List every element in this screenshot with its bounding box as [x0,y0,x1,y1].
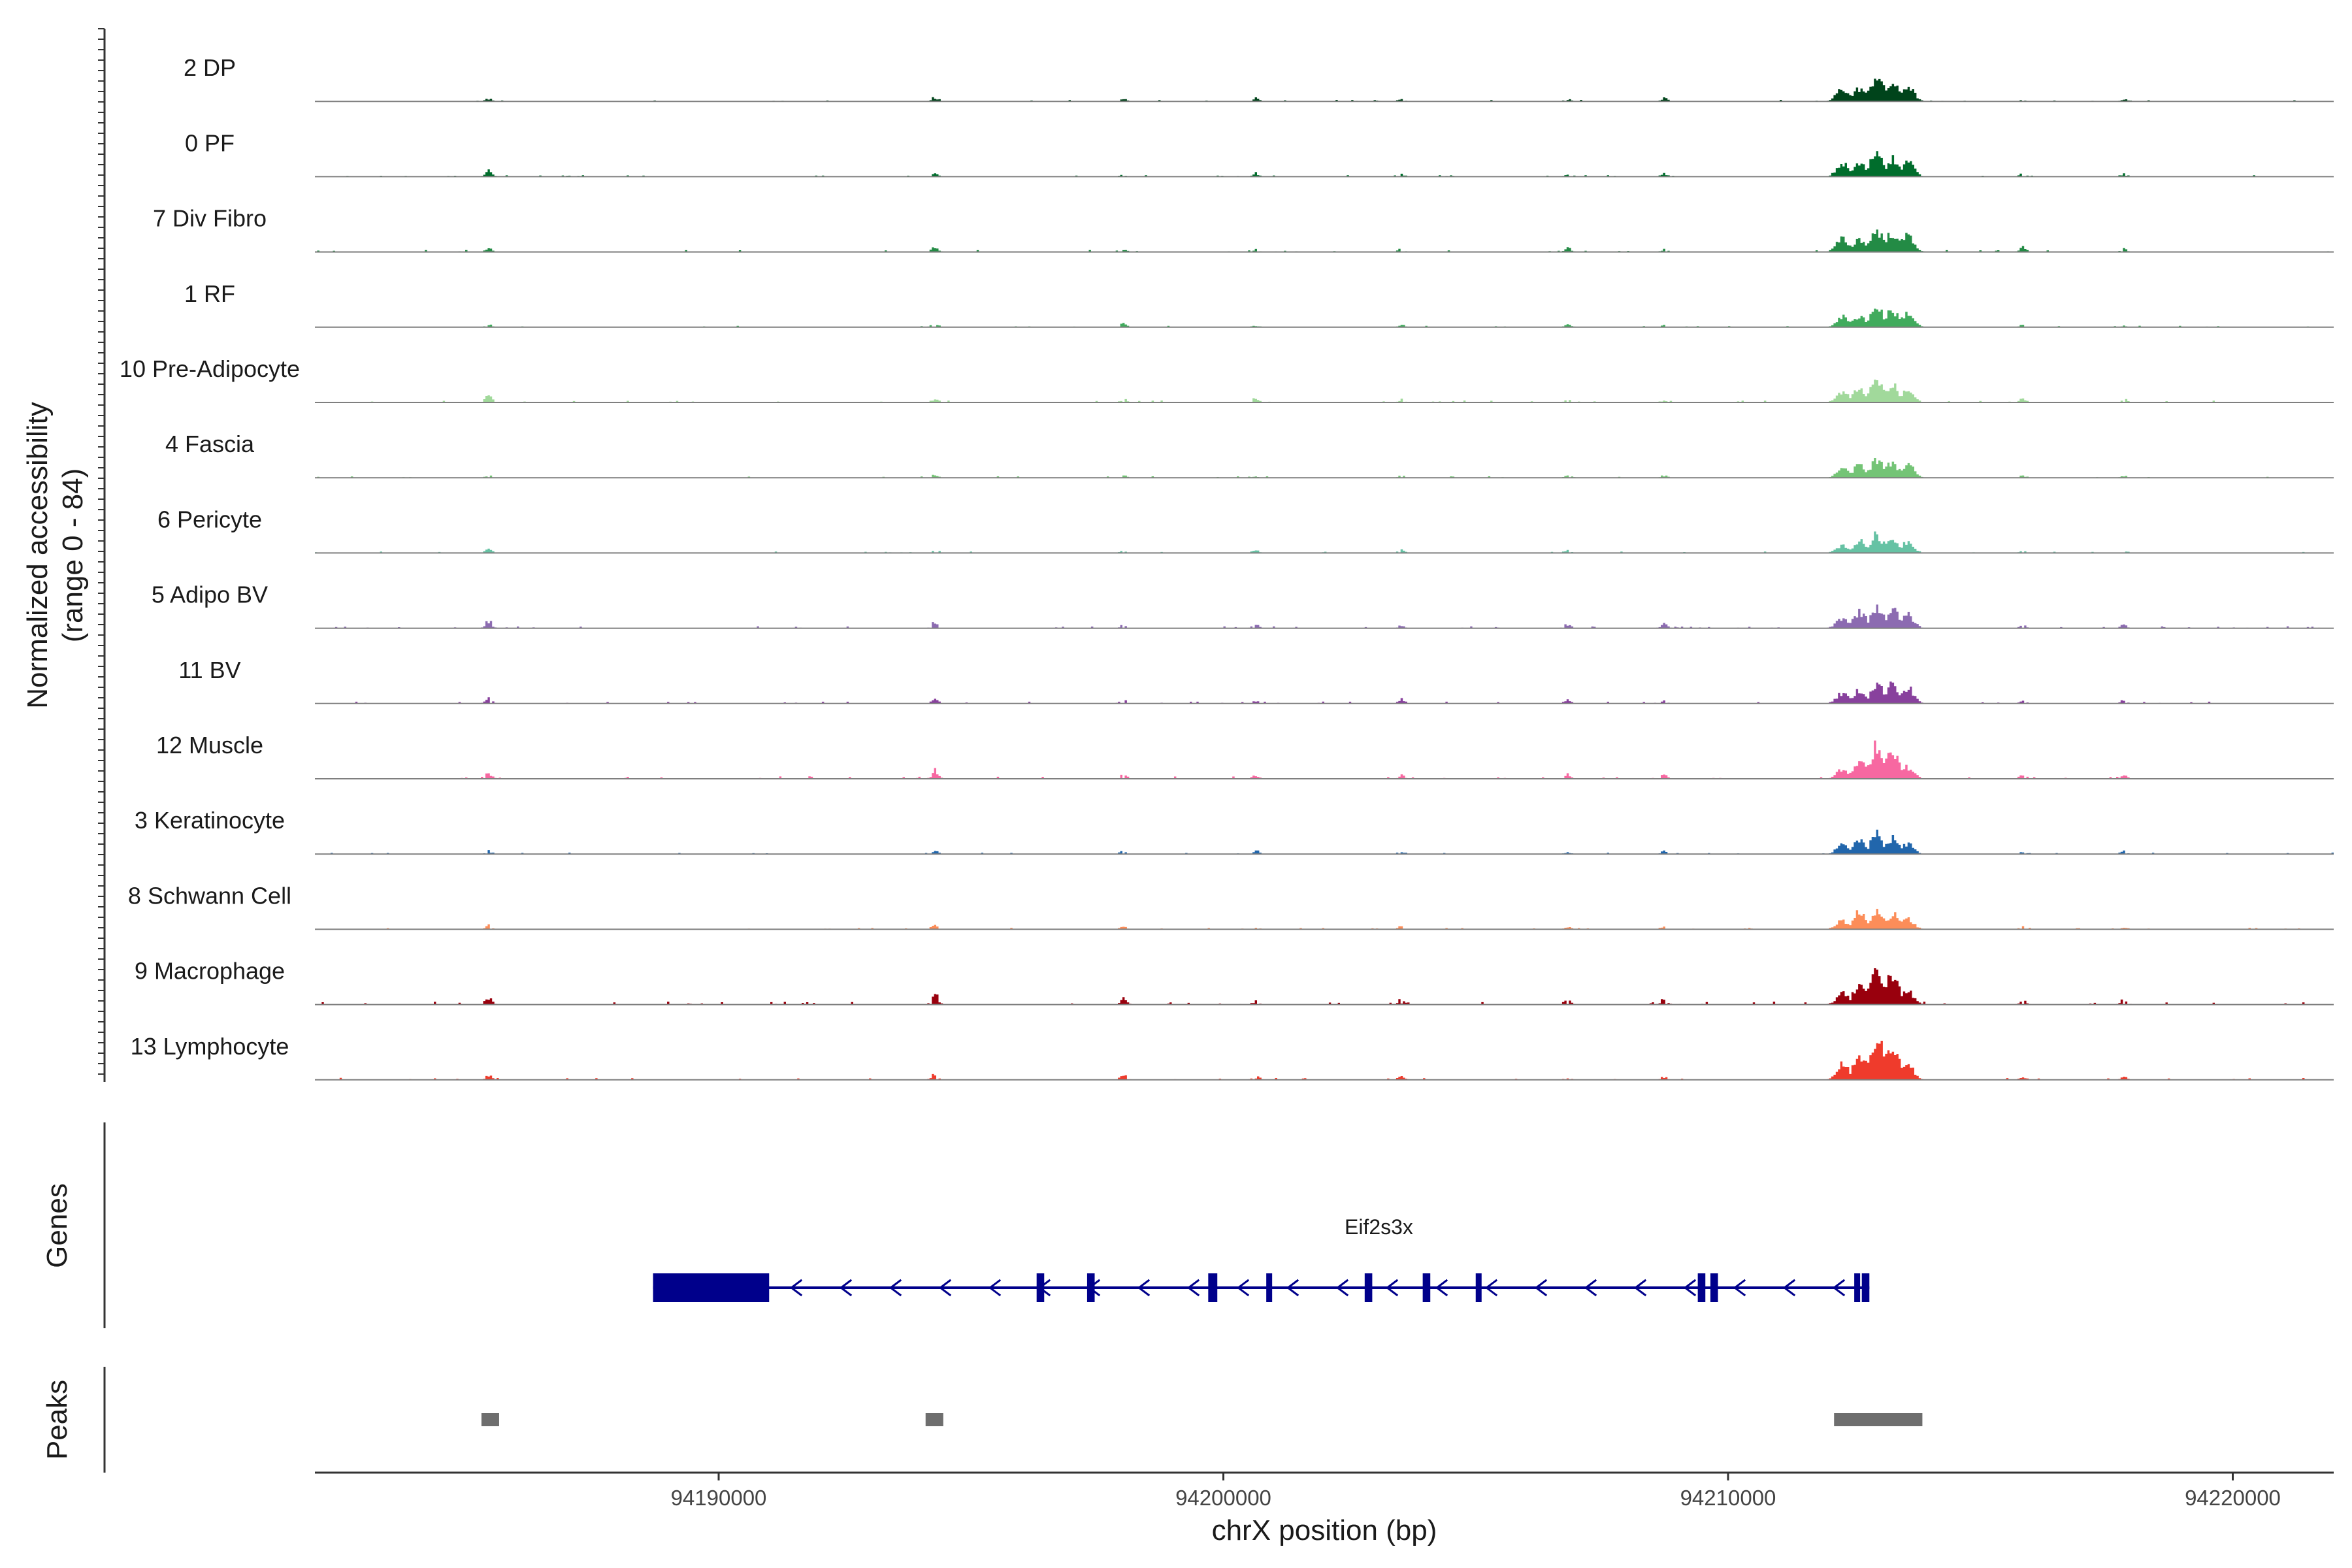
track-label: 7 Div Fibro [153,205,267,232]
gene-exon [1208,1273,1218,1302]
track-label: 9 Macrophage [135,958,285,985]
peak-region [925,1413,943,1426]
gene-exon [1710,1273,1718,1302]
gene-exon [1036,1273,1045,1302]
gene-exon [1854,1273,1861,1302]
track-label: 0 PF [185,129,235,156]
strand-arrow [1385,1279,1399,1297]
track-label: 11 BV [178,657,240,683]
x-tick-label: 94220000 [2185,1486,2281,1510]
track-10-pre-adipocyte: 10 Pre-Adipocyte [120,355,2334,403]
coverage-area [315,829,2334,855]
coverage-area [315,78,2334,102]
genes-panel: Genes Eif2s3x [41,1122,1870,1328]
strand-arrow [1335,1279,1349,1297]
y-axis-accessibility: Normalized accessibility (range 0 - 84) [22,28,106,1082]
y-axis-title-line2: (range 0 - 84) [57,468,89,643]
track-label: 13 Lymphocyte [131,1033,289,1060]
strand-arrow [1832,1279,1846,1297]
track-label: 3 Keratinocyte [135,807,285,834]
track-7-div-fibro: 7 Div Fibro [153,205,2334,253]
strand-arrow [1236,1279,1250,1297]
coverage-area [315,458,2334,478]
y-axis-title: Normalized accessibility (range 0 - 84) [22,402,89,708]
coverage-tracks: 2 DP 0 PF 7 Div Fibro 1 RF 10 Pre-Adipocyte 4… [120,54,2334,1081]
coverage-area [315,151,2334,177]
x-axis-title: chrX position (bp) [1212,1514,1437,1546]
gene-exon [1422,1273,1431,1302]
coverage-area [315,604,2334,629]
track-label: 10 Pre-Adipocyte [120,355,300,382]
track-label: 8 Schwann Cell [128,882,291,909]
strand-arrow [1286,1279,1299,1297]
gene-exon [1475,1273,1482,1302]
gene-name-label: Eif2s3x [1345,1215,1413,1239]
track-9-macrophage: 9 Macrophage [135,958,2334,1005]
x-tick-label: 94210000 [1680,1486,1776,1510]
strand-arrow [1633,1279,1647,1297]
strand-arrow [789,1279,803,1297]
coverage-area [315,229,2334,252]
coverage-area [315,968,2334,1005]
peaks-panel-title: Peaks [41,1380,73,1460]
x-tick-label: 94200000 [1175,1486,1271,1510]
peaks-panel: Peaks [41,1367,1923,1473]
coverage-area [315,308,2334,327]
strand-arrow [1683,1279,1697,1297]
gene-exon [1364,1273,1373,1302]
track-label: 2 DP [184,54,236,81]
strand-arrow [1435,1279,1448,1297]
coverage-area [315,531,2334,553]
coverage-area [315,909,2334,930]
x-tick-label: 94190000 [671,1486,767,1510]
peak-region [481,1413,499,1426]
gene-exon [1086,1273,1095,1302]
y-axis-title-line1: Normalized accessibility [22,402,54,708]
gene-exon [653,1273,770,1302]
track-12-muscle: 12 Muscle [156,732,2334,779]
track-0-pf: 0 PF [185,129,2334,178]
track-13-lymphocyte: 13 Lymphocyte [131,1033,2334,1081]
track-4-fascia: 4 Fascia [165,431,2334,479]
strand-arrow [1137,1279,1151,1297]
strand-arrow [988,1279,1002,1297]
track-1-rf: 1 RF [184,280,2334,328]
gene-exon [1861,1273,1870,1302]
coverage-area [315,1041,2334,1080]
strand-arrow [1782,1279,1796,1297]
gene-exon [1266,1273,1273,1302]
track-label: 4 Fascia [165,431,255,457]
strand-arrow [1733,1279,1746,1297]
strand-arrow [1484,1279,1498,1297]
coverage-area [315,380,2334,402]
coverage-area [315,740,2334,779]
track-label: 1 RF [184,280,235,307]
strand-arrow [889,1279,902,1297]
coverage-area [315,681,2334,704]
track-label: 5 Adipo BV [152,581,268,608]
track-2-dp: 2 DP [184,54,2334,103]
track-6-pericyte: 6 Pericyte [157,506,2334,554]
strand-arrow [1534,1279,1548,1297]
strand-arrow [1584,1279,1597,1297]
genes-panel-title: Genes [41,1183,73,1268]
track-label: 12 Muscle [156,732,263,759]
x-axis: 94190000 94200000 94210000 94220000 chrX pos… [315,1471,2334,1546]
strand-arrow [938,1279,952,1297]
strand-arrow [839,1279,853,1297]
track-label: 6 Pericyte [157,506,262,532]
peak-region [1834,1413,1923,1426]
track-11-bv: 11 BV [178,657,2334,704]
gene-exon [1697,1273,1706,1302]
track-5-adipo-bv: 5 Adipo BV [152,581,2334,629]
track-8-schwann-cell: 8 Schwann Cell [128,882,2334,930]
strand-arrow [1186,1279,1200,1297]
track-3-keratinocyte: 3 Keratinocyte [135,807,2334,855]
